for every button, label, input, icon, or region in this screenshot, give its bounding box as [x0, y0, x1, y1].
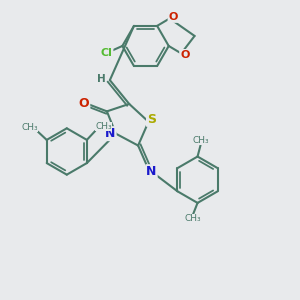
Text: CH₃: CH₃: [185, 214, 201, 223]
Text: N: N: [105, 127, 116, 140]
Text: O: O: [169, 12, 178, 22]
Text: Cl: Cl: [101, 48, 112, 59]
Text: N: N: [146, 165, 157, 178]
Text: S: S: [147, 113, 156, 126]
Text: O: O: [79, 98, 89, 110]
Text: CH₃: CH₃: [21, 123, 38, 132]
Text: CH₃: CH₃: [95, 122, 112, 131]
Text: CH₃: CH₃: [192, 136, 209, 145]
Text: O: O: [180, 50, 190, 60]
Text: H: H: [97, 74, 105, 84]
